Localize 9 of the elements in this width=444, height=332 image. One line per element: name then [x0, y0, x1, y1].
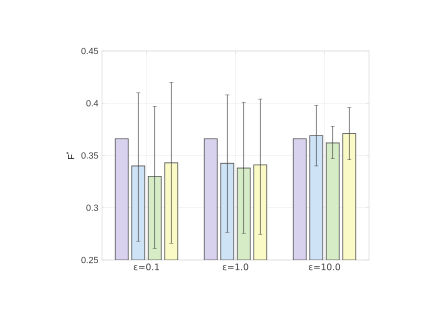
y-tick-label: 0.4: [86, 100, 98, 106]
x-tick-label: ε=0.1: [134, 264, 159, 270]
y-tick-label: 0.35: [81, 152, 98, 159]
y-tick-label: 0.25: [81, 256, 98, 264]
x-tick-label: ε=1.0: [222, 264, 248, 270]
y-axis-title: F$^{*}$: [66, 152, 74, 159]
x-tick-label: ε=10.0: [308, 264, 340, 270]
y-tick-label: 0.45: [81, 48, 98, 54]
y-tick-label: 0.3: [86, 204, 98, 211]
